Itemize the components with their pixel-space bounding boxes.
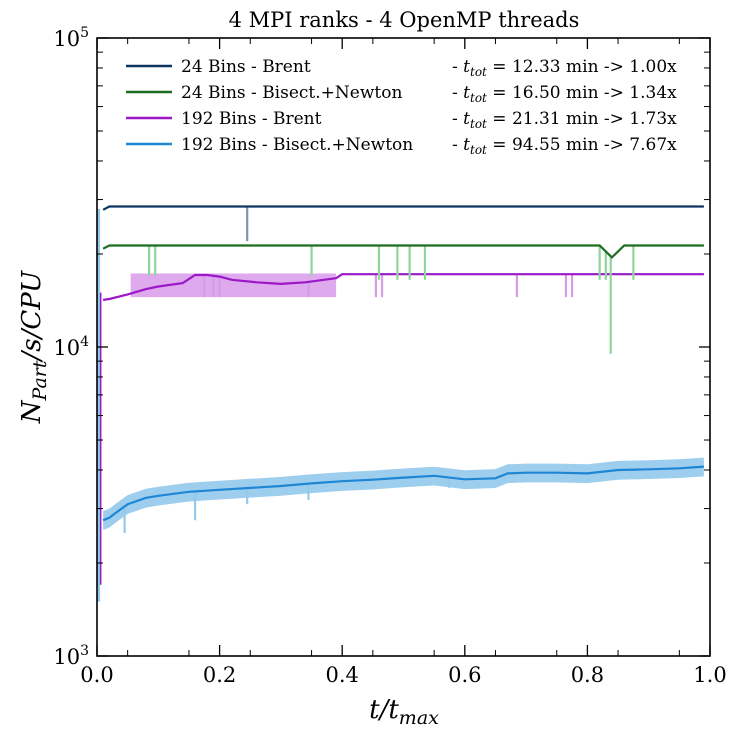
x-tick-label: 0.6 [448, 663, 481, 687]
series-2-band [130, 273, 337, 298]
series-2 [102, 273, 704, 301]
chart-title: 4 MPI ranks - 4 OpenMP threads [229, 8, 580, 32]
x-tick-label: 0.2 [203, 663, 236, 687]
series-1 [102, 244, 704, 354]
x-tick-label: 0.0 [80, 663, 113, 687]
series-3 [102, 457, 704, 534]
series-0-line [102, 205, 704, 211]
x-tick-label: 0.8 [571, 663, 604, 687]
series-1-line [102, 244, 704, 259]
series-2-line [102, 273, 704, 301]
legend: 24 Bins - Brent - ttot = 12.33 min -> 1.0… [126, 57, 677, 157]
legend-label-1: 24 Bins - Bisect.+Newton [181, 83, 402, 103]
plot-frame [96, 37, 711, 657]
series-3-line [102, 465, 704, 522]
series-0 [102, 205, 704, 242]
legend-label-0: 24 Bins - Brent [181, 57, 311, 77]
axis-ticks: 0.0 0.2 0.4 0.6 0.8 1.0 103 104 105 [53, 25, 726, 687]
y-tick-label: 104 [53, 334, 89, 360]
series-3-band [103, 457, 704, 530]
legend-label-2: 192 Bins - Brent [181, 109, 322, 129]
x-axis-label: t/tmax [369, 695, 439, 729]
plot-data [97, 205, 704, 602]
legend-ttot-0: - ttot = 12.33 min -> 1.00x [452, 57, 677, 79]
legend-ttot-2: - ttot = 21.31 min -> 1.73x [452, 109, 677, 131]
y-axis-label: NPart/s/CPU [17, 270, 51, 425]
x-tick-label: 0.4 [325, 663, 358, 687]
legend-ttot-3: - ttot = 94.55 min -> 7.67x [452, 135, 677, 157]
x-tick-label: 1.0 [693, 663, 726, 687]
legend-ttot-1: - ttot = 16.50 min -> 1.34x [452, 83, 677, 105]
y-tick-label: 105 [53, 25, 89, 51]
y-tick-label: 103 [53, 643, 89, 669]
legend-label-3: 192 Bins - Bisect.+Newton [181, 135, 413, 155]
